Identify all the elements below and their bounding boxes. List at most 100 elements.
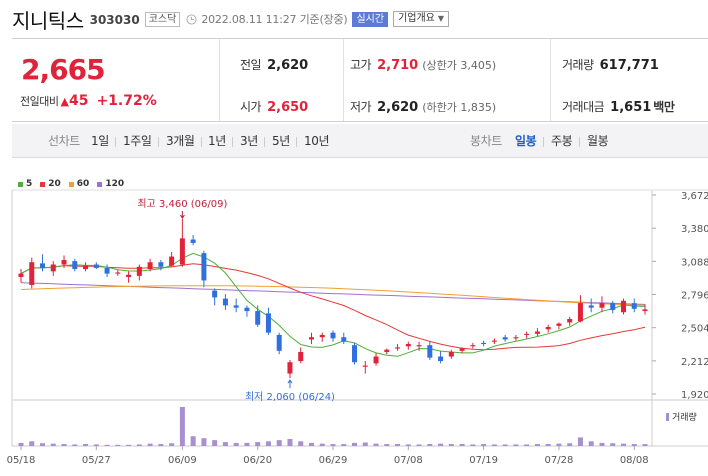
candle-body xyxy=(341,337,347,342)
low-value: 2,620 xyxy=(377,100,419,115)
volume-bar xyxy=(201,438,207,446)
candle-body xyxy=(631,303,637,309)
candle-body xyxy=(298,351,304,362)
tab-3m[interactable]: 3개월 xyxy=(166,134,195,148)
stock-name: 지니틱스 xyxy=(12,8,84,33)
candle-body xyxy=(147,262,153,270)
stock-code: 303030 xyxy=(89,13,140,27)
tab-3y[interactable]: 3년 xyxy=(240,134,258,148)
volume-bar xyxy=(459,444,465,446)
volume-bar xyxy=(319,443,325,446)
candle-body xyxy=(72,261,78,270)
open-value: 2,650 xyxy=(267,100,309,115)
candle-body xyxy=(201,253,207,281)
volume-bar xyxy=(104,444,110,446)
divider xyxy=(158,137,159,147)
chart-tab-bar: 선차트 1일 1주일 3개월 1년 3년 5년 10년 봉차트 일봉 주봉 월봉 xyxy=(12,124,708,158)
volume-bar xyxy=(567,443,573,446)
trade-value-unit: 백만 xyxy=(653,100,675,114)
volume-bar xyxy=(115,444,121,446)
company-info-label: 기업개요 xyxy=(398,13,435,24)
volume-bar xyxy=(620,443,626,446)
tab-10y[interactable]: 10년 xyxy=(304,134,330,148)
x-tick-label: 06/20 xyxy=(243,455,272,466)
ma60-line xyxy=(20,285,646,306)
volume-bar xyxy=(276,440,282,446)
candle-body xyxy=(610,303,616,310)
high: 고가 2,710 (상한가 3,405) xyxy=(350,56,496,73)
candle-body xyxy=(545,326,551,330)
candle-body xyxy=(395,347,401,349)
tab-1y[interactable]: 1년 xyxy=(208,134,226,148)
tab-5y[interactable]: 5년 xyxy=(272,134,290,148)
ma-legend-120: 120 xyxy=(97,179,124,189)
high-value: 2,710 xyxy=(377,58,419,73)
candle-body xyxy=(513,337,519,339)
x-tick-label: 05/18 xyxy=(7,455,36,466)
candle-body xyxy=(470,345,476,347)
candle-body xyxy=(265,313,271,333)
candle-body xyxy=(276,334,282,351)
volume-bar xyxy=(233,442,239,446)
x-tick-label: 07/19 xyxy=(469,455,498,466)
ma60-label: 60 xyxy=(76,179,90,189)
y-tick-label: 2,796 xyxy=(681,291,708,302)
volume-bar xyxy=(255,442,261,446)
candle-body xyxy=(29,262,35,285)
price-area: 2,665 전일대비 ▲ 45 +1.72% xyxy=(12,39,220,121)
candle-body xyxy=(169,256,175,266)
high-annotation: 최고 3,460 (06/09) xyxy=(137,198,227,210)
y-tick-label: 2,504 xyxy=(681,324,708,335)
ma5-label: 5 xyxy=(26,179,33,189)
divider xyxy=(343,39,344,121)
volume-bar xyxy=(448,444,454,446)
candle-body xyxy=(244,307,250,312)
tab-monthly[interactable]: 월봉 xyxy=(587,134,609,148)
y-tick-label: 2,212 xyxy=(681,357,708,368)
volume-bar xyxy=(18,442,24,446)
candle-body xyxy=(83,265,89,270)
candle-body xyxy=(233,305,239,308)
volume-bar xyxy=(83,444,89,446)
candle-body xyxy=(222,298,228,306)
candle-body xyxy=(524,333,530,335)
volume-bar xyxy=(599,442,605,446)
ma60-swatch xyxy=(68,181,74,187)
divider xyxy=(550,39,551,121)
volume-bar xyxy=(341,444,347,446)
up-arrow-icon xyxy=(287,379,293,389)
tab-weekly[interactable]: 주봉 xyxy=(551,134,573,148)
volume-bar xyxy=(93,444,99,446)
tab-1w[interactable]: 1주일 xyxy=(123,134,152,148)
volume-bar xyxy=(179,407,185,446)
divider xyxy=(201,137,202,147)
candle-body xyxy=(577,303,583,322)
volume-bar xyxy=(61,444,67,446)
volume-bar xyxy=(212,440,218,446)
volume-bar xyxy=(545,444,551,446)
candle-body xyxy=(502,337,508,340)
company-info-dropdown[interactable]: 기업개요 ▼ xyxy=(393,11,450,27)
tab-daily[interactable]: 일봉 xyxy=(515,134,537,148)
volume-bar xyxy=(481,444,487,446)
current-price: 2,665 xyxy=(21,53,106,86)
x-tick-label: 08/08 xyxy=(620,455,649,466)
y-tick-label: 1,920 xyxy=(681,390,708,401)
candle-body xyxy=(362,365,368,367)
upper-limit: (상한가 3,405) xyxy=(422,59,497,72)
clock-icon xyxy=(186,13,197,25)
x-tick-label: 07/08 xyxy=(394,455,423,466)
candle-body xyxy=(620,300,626,313)
candle-body xyxy=(567,319,573,323)
tab-1d[interactable]: 1일 xyxy=(91,134,109,148)
volume-bar xyxy=(631,444,637,446)
realtime-button[interactable]: 실시간 xyxy=(352,11,389,27)
volume-bar xyxy=(72,444,78,446)
candle-body xyxy=(61,259,67,265)
volume-bar xyxy=(405,444,411,446)
candle-body xyxy=(93,264,99,268)
divider xyxy=(115,137,116,147)
divider xyxy=(232,137,233,147)
change-label: 전일대비 xyxy=(20,95,59,108)
